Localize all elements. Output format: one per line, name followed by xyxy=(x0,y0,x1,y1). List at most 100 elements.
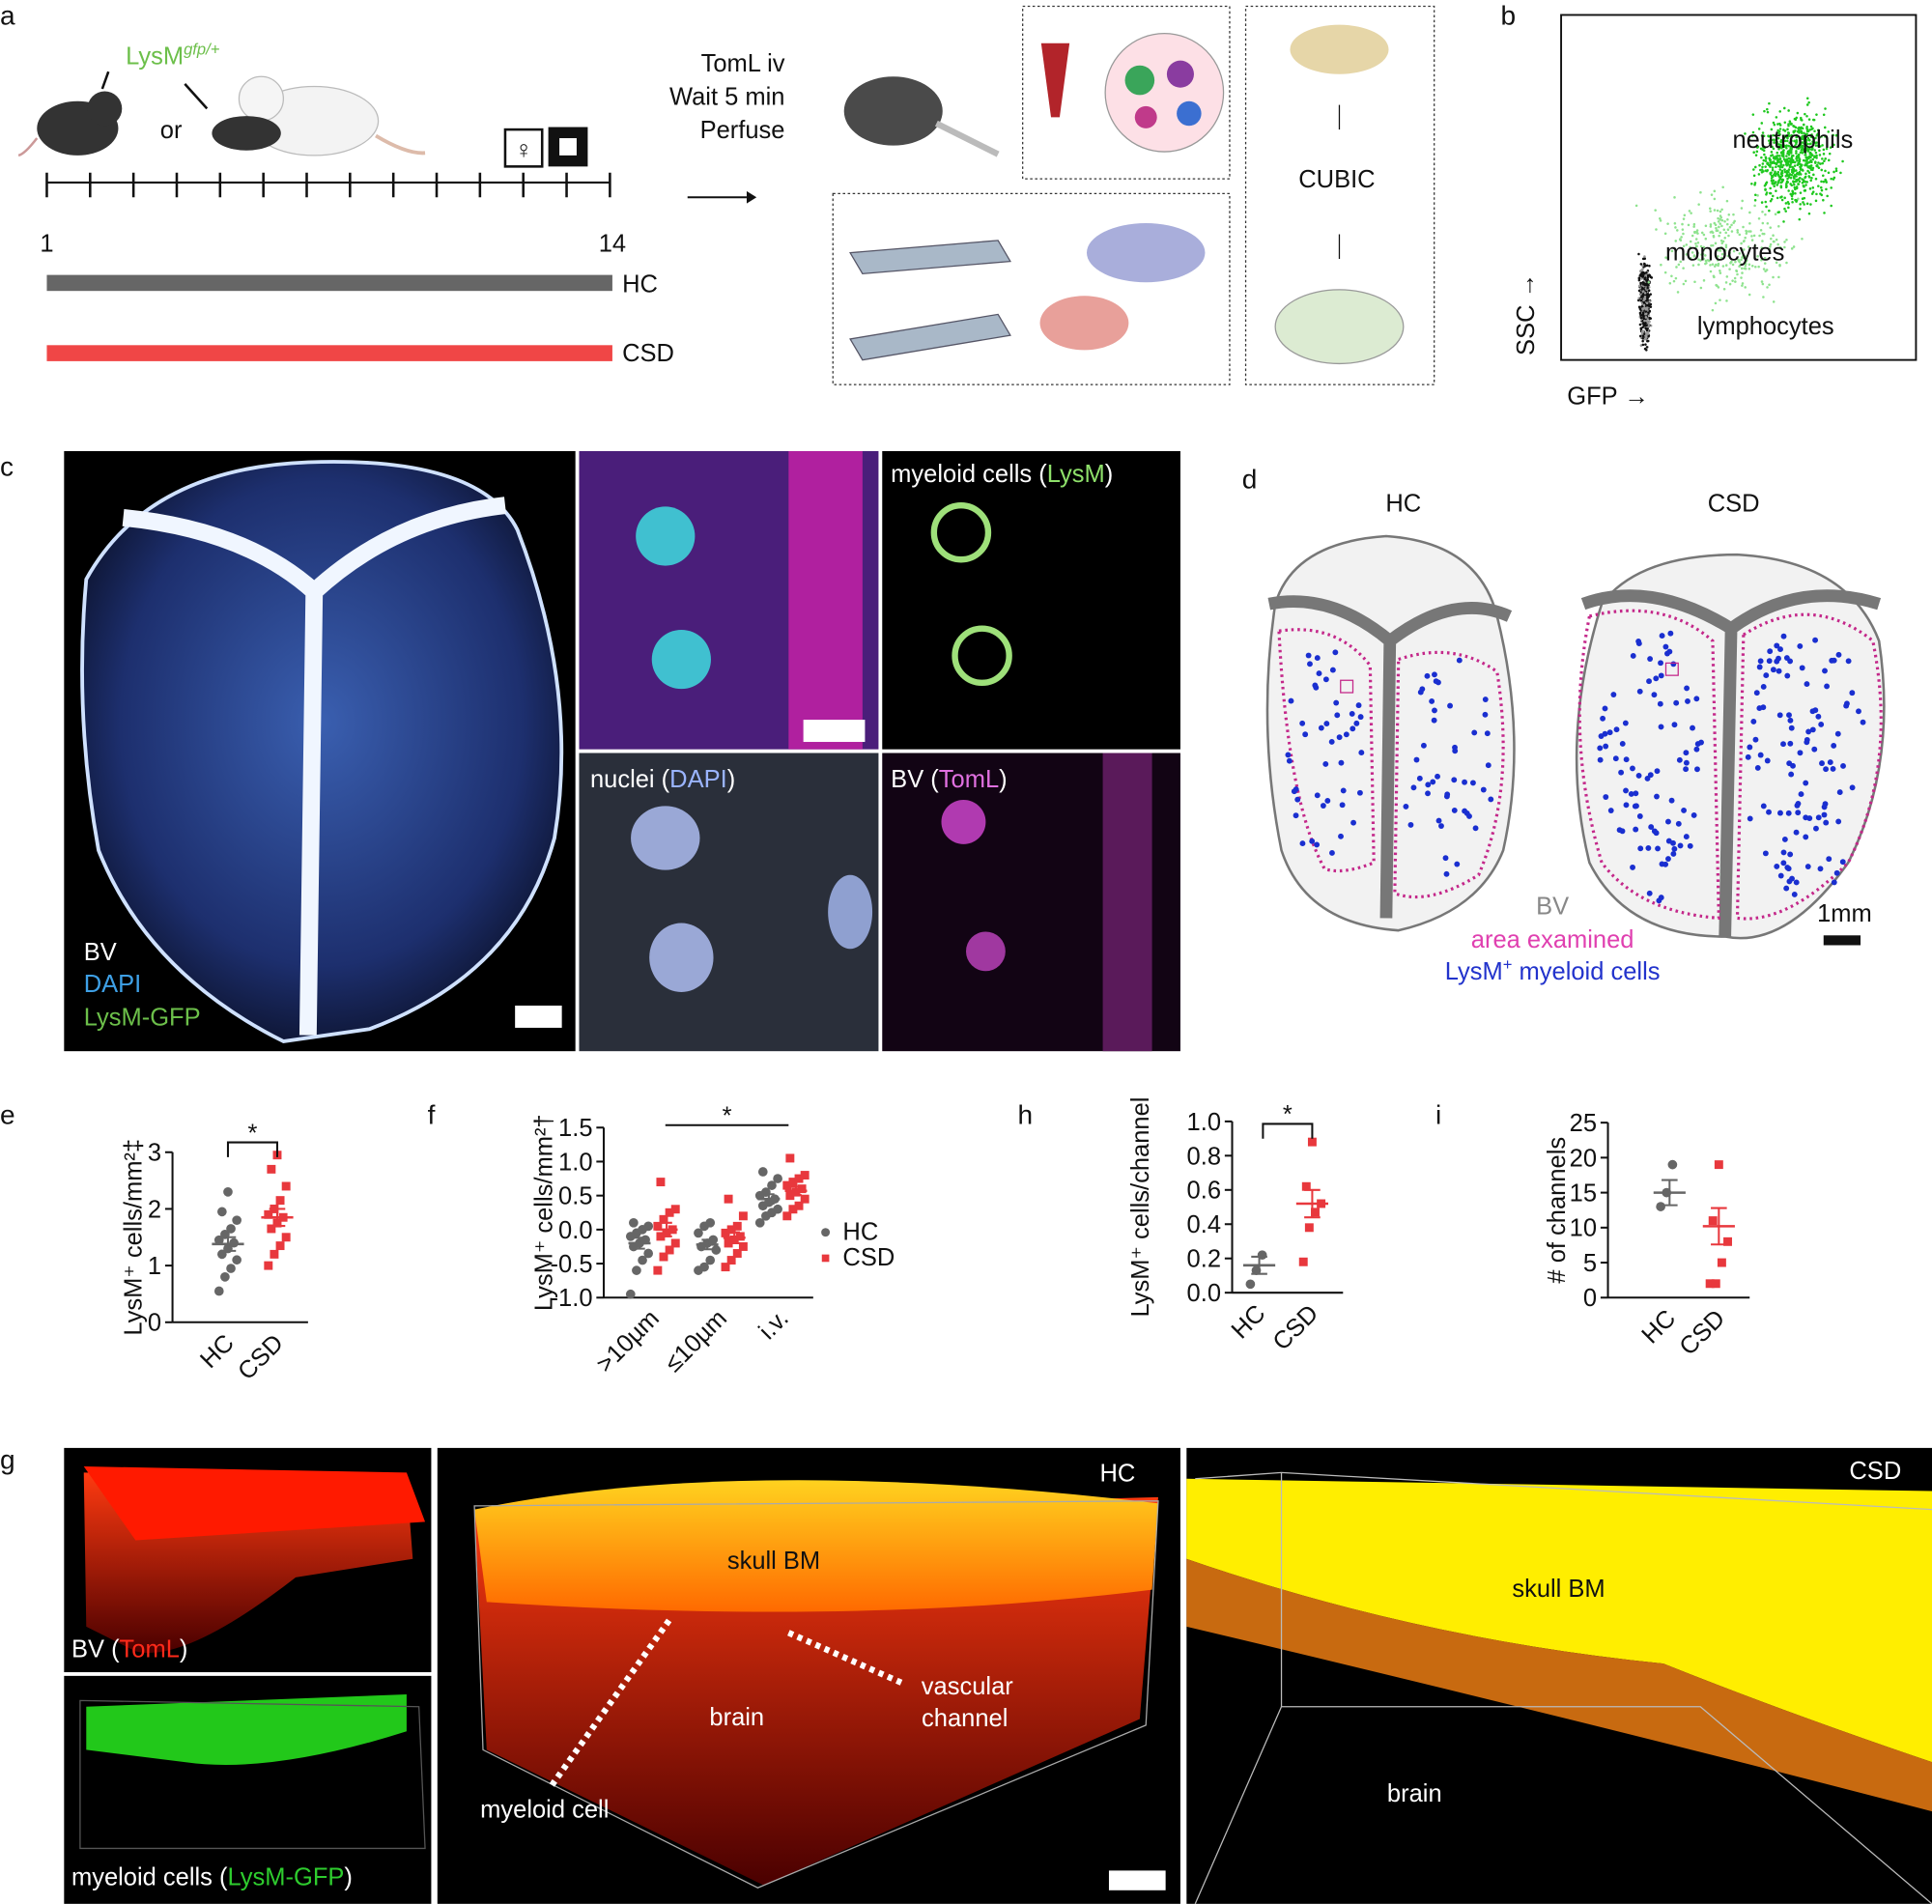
cell-dot xyxy=(1803,780,1809,786)
flow-dot xyxy=(1808,151,1812,155)
panel-label: d xyxy=(1242,464,1258,494)
flow-dot xyxy=(1780,165,1784,169)
cell-dot xyxy=(1787,717,1794,724)
flow-dot xyxy=(1673,222,1677,225)
flow-dot xyxy=(1691,264,1695,267)
flow-dot xyxy=(1717,220,1720,223)
population-label: neutrophils xyxy=(1732,127,1853,154)
flow-dot xyxy=(1702,233,1706,237)
flow-dot xyxy=(1751,130,1755,134)
y-axis-label: # of channels xyxy=(1544,1137,1571,1284)
flow-dot xyxy=(1716,259,1719,262)
flow-dot xyxy=(1820,135,1823,138)
flow-dot xyxy=(1757,128,1761,130)
flow-dot xyxy=(1738,252,1742,255)
flow-dot xyxy=(1832,133,1834,137)
flow-dot xyxy=(1781,150,1784,154)
data-point xyxy=(724,1238,733,1248)
flow-dot xyxy=(1774,134,1777,137)
flow-dot xyxy=(1738,233,1742,237)
flow-dot xyxy=(1702,257,1705,261)
significance-bracket xyxy=(226,1141,279,1157)
flow-dot xyxy=(1782,155,1785,158)
flow-dot xyxy=(1643,292,1647,295)
flow-dot xyxy=(1704,262,1707,266)
flow-dot xyxy=(1790,148,1793,151)
error-bar xyxy=(1251,1255,1267,1275)
flow-dot xyxy=(1797,178,1800,182)
cell-dot xyxy=(1789,875,1795,882)
flow-dot xyxy=(1755,146,1759,149)
flow-dot xyxy=(1776,196,1779,200)
flow-dot xyxy=(1747,138,1751,142)
flow-dot xyxy=(1723,219,1726,223)
flow-dot xyxy=(1786,200,1790,204)
label-part: ) xyxy=(344,1864,353,1891)
flow-dot xyxy=(1752,234,1756,238)
cell-dot xyxy=(1350,725,1356,732)
flow-dot xyxy=(1716,209,1719,213)
flow-dot xyxy=(1791,145,1794,149)
cell-dot xyxy=(1849,784,1856,791)
cell-dot xyxy=(1658,724,1664,730)
flow-dot xyxy=(1757,173,1761,176)
flow-dot xyxy=(1813,149,1817,152)
cell-dot xyxy=(1757,752,1764,758)
flow-dot xyxy=(1807,212,1811,215)
flow-dot xyxy=(1776,173,1780,177)
flow-dot xyxy=(1824,135,1827,138)
flow-dot xyxy=(1647,325,1651,328)
error-bar xyxy=(1304,1188,1321,1219)
flow-dot xyxy=(1771,145,1774,149)
flow-dot xyxy=(1692,225,1695,228)
flow-dot xyxy=(1827,130,1831,133)
flow-dot xyxy=(1790,133,1793,137)
flow-dot xyxy=(1799,168,1803,171)
cell-dot xyxy=(1635,772,1642,779)
scale-bar xyxy=(515,1005,562,1028)
flow-dot xyxy=(1772,179,1776,183)
flow-dot xyxy=(1747,268,1751,270)
cell-dot xyxy=(1469,780,1476,786)
box-frame xyxy=(79,1699,426,1850)
flow-dot xyxy=(1708,207,1712,211)
flow-dot xyxy=(1808,128,1811,131)
cell-dot xyxy=(1823,819,1830,826)
flow-dot xyxy=(1639,263,1643,266)
flow-dot xyxy=(1774,213,1777,215)
scale-bar xyxy=(803,720,866,743)
flow-dot xyxy=(1638,323,1642,327)
cell-dot xyxy=(1655,845,1661,852)
flow-dot xyxy=(1679,239,1683,242)
flow-dot xyxy=(1788,120,1792,123)
flow-dot xyxy=(1744,261,1747,264)
flow-dot xyxy=(1772,275,1775,279)
flow-dot xyxy=(1773,185,1776,188)
flow-dot xyxy=(1754,193,1757,196)
flow-dot xyxy=(1761,210,1764,213)
flow-dot xyxy=(1817,161,1820,164)
flow-dot xyxy=(1785,155,1788,157)
flow-dot xyxy=(1747,293,1751,297)
flow-dot xyxy=(1790,247,1794,250)
flow-dot xyxy=(1640,302,1644,305)
flow-dot xyxy=(1762,134,1766,138)
cell-dot xyxy=(1776,668,1782,674)
cell-dot xyxy=(1425,781,1432,788)
flow-dot xyxy=(1709,210,1712,213)
cell-dot xyxy=(1597,745,1604,752)
label-part: BV ( xyxy=(71,1636,120,1663)
flow-dot xyxy=(1741,256,1744,259)
flow-dot xyxy=(1702,279,1706,282)
legend-marker xyxy=(821,1254,830,1263)
flow-dot xyxy=(1830,186,1833,189)
cell-dot xyxy=(1645,844,1652,851)
flow-dot xyxy=(1790,194,1794,198)
flow-dot xyxy=(1800,116,1803,120)
flow-dot xyxy=(1803,148,1806,152)
flow-dot xyxy=(1786,159,1790,162)
flow-dot xyxy=(1815,156,1818,159)
data-point xyxy=(216,1249,227,1260)
flow-dot xyxy=(1753,204,1756,208)
flow-dot xyxy=(1799,162,1802,166)
